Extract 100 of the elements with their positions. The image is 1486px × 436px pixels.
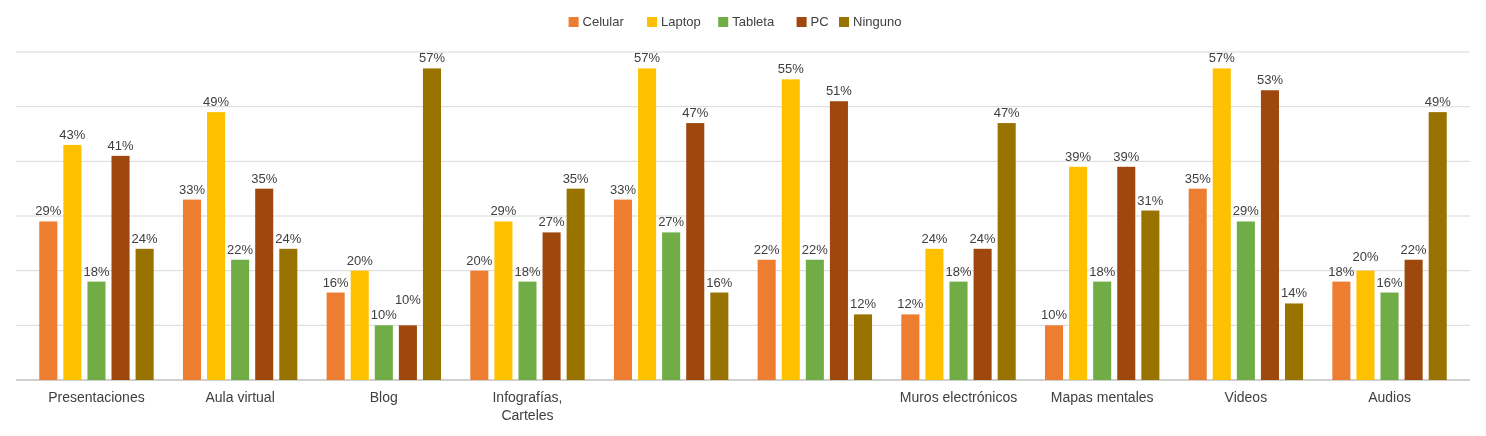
data-label: 18%: [1089, 263, 1116, 279]
legend-label: Laptop: [661, 14, 701, 29]
bar: [39, 221, 58, 380]
bar: [350, 270, 369, 380]
bar: [494, 221, 513, 380]
data-label: 43%: [59, 126, 86, 142]
data-label: 51%: [825, 83, 853, 99]
data-label: 29%: [1232, 203, 1260, 219]
bar: [207, 112, 226, 380]
bar: [853, 314, 873, 380]
data-label: 57%: [634, 50, 661, 66]
bar: [949, 281, 968, 380]
data-label: 57%: [418, 50, 446, 66]
data-label: 12%: [849, 296, 877, 312]
data-label: 24%: [969, 230, 997, 246]
bar: [1380, 292, 1399, 380]
bar: [1093, 281, 1112, 380]
data-label: 12%: [897, 296, 924, 312]
data-label: 14%: [1281, 285, 1308, 301]
data-label: 29%: [490, 203, 517, 219]
x-tick-label: Audios: [1368, 389, 1411, 405]
bar: [1404, 259, 1423, 380]
bar: [1285, 303, 1304, 380]
data-label: 22%: [227, 241, 254, 257]
data-label: 16%: [706, 274, 733, 290]
bar: [1069, 166, 1088, 380]
bar: [231, 259, 250, 380]
data-label: 18%: [945, 263, 972, 279]
bar: [638, 68, 657, 380]
data-label: 47%: [682, 105, 709, 121]
data-label: 24%: [131, 230, 159, 246]
bar: [973, 248, 992, 380]
data-label: 39%: [1065, 148, 1092, 164]
x-tick-label: Aula virtual: [205, 389, 275, 405]
data-label: 27%: [658, 214, 685, 230]
data-label: 20%: [1352, 248, 1379, 264]
data-label: 49%: [1424, 94, 1452, 110]
data-label: 47%: [993, 105, 1021, 121]
data-label: 55%: [777, 61, 805, 77]
data-label: 16%: [1376, 274, 1403, 290]
data-label: 33%: [178, 181, 206, 197]
data-label: 33%: [609, 181, 637, 197]
data-label: 57%: [1208, 50, 1236, 66]
legend-label: PC: [810, 14, 829, 29]
bar: [326, 292, 345, 380]
data-label: 35%: [251, 170, 278, 186]
bar: [1141, 210, 1160, 380]
data-label: 24%: [275, 230, 302, 246]
bar: [901, 314, 920, 380]
bar: [279, 248, 298, 380]
bar: [829, 101, 848, 380]
bar: [1236, 221, 1255, 380]
bar: [710, 292, 729, 380]
x-tick-label: Infografías, Carteles: [492, 389, 563, 423]
legend-label: Celular: [582, 14, 625, 29]
bar: [1260, 90, 1279, 380]
bar: [518, 281, 537, 380]
bar: [1044, 325, 1064, 380]
data-label: 41%: [107, 137, 134, 153]
legend-label: Ninguno: [853, 14, 902, 29]
data-label: 10%: [370, 307, 398, 323]
data-label: 18%: [1328, 263, 1355, 279]
x-tick-label: Presentaciones: [48, 389, 145, 405]
bar: [255, 188, 274, 380]
bar: [1332, 281, 1351, 380]
bar: [135, 248, 154, 380]
bar: [781, 79, 800, 380]
bar: [757, 259, 776, 380]
data-label: 27%: [538, 214, 566, 230]
data-label: 16%: [322, 274, 350, 290]
data-label: 53%: [1256, 72, 1284, 88]
data-label: 10%: [394, 292, 422, 308]
bar: [1188, 188, 1207, 380]
bar: [1356, 270, 1375, 380]
data-label: 10%: [1041, 307, 1068, 323]
x-tick-label: Muros electrónicos: [899, 389, 1018, 405]
data-label: 24%: [921, 230, 948, 246]
bar: [1117, 166, 1136, 380]
data-label: 20%: [466, 252, 493, 268]
bar: [997, 123, 1016, 380]
bar: [805, 259, 824, 380]
x-tick-label: Mapas mentales: [1050, 389, 1154, 405]
data-label: 18%: [514, 263, 541, 279]
data-label: 20%: [346, 252, 374, 268]
legend-label: Tableta: [732, 14, 775, 29]
bar: [613, 199, 633, 380]
bar: [542, 232, 561, 380]
bar: [566, 188, 585, 380]
bar: [470, 270, 489, 380]
bar: [63, 144, 82, 380]
bar: [398, 325, 417, 380]
data-label: 31%: [1137, 192, 1164, 208]
data-label: 18%: [83, 263, 110, 279]
x-tick-label: Blog: [369, 389, 398, 405]
data-label: 35%: [1184, 170, 1212, 186]
x-tick-label: Videos: [1224, 389, 1268, 405]
data-label: 22%: [753, 241, 781, 257]
bar: [1428, 112, 1447, 380]
bar: [422, 68, 442, 380]
bar: [925, 248, 944, 380]
